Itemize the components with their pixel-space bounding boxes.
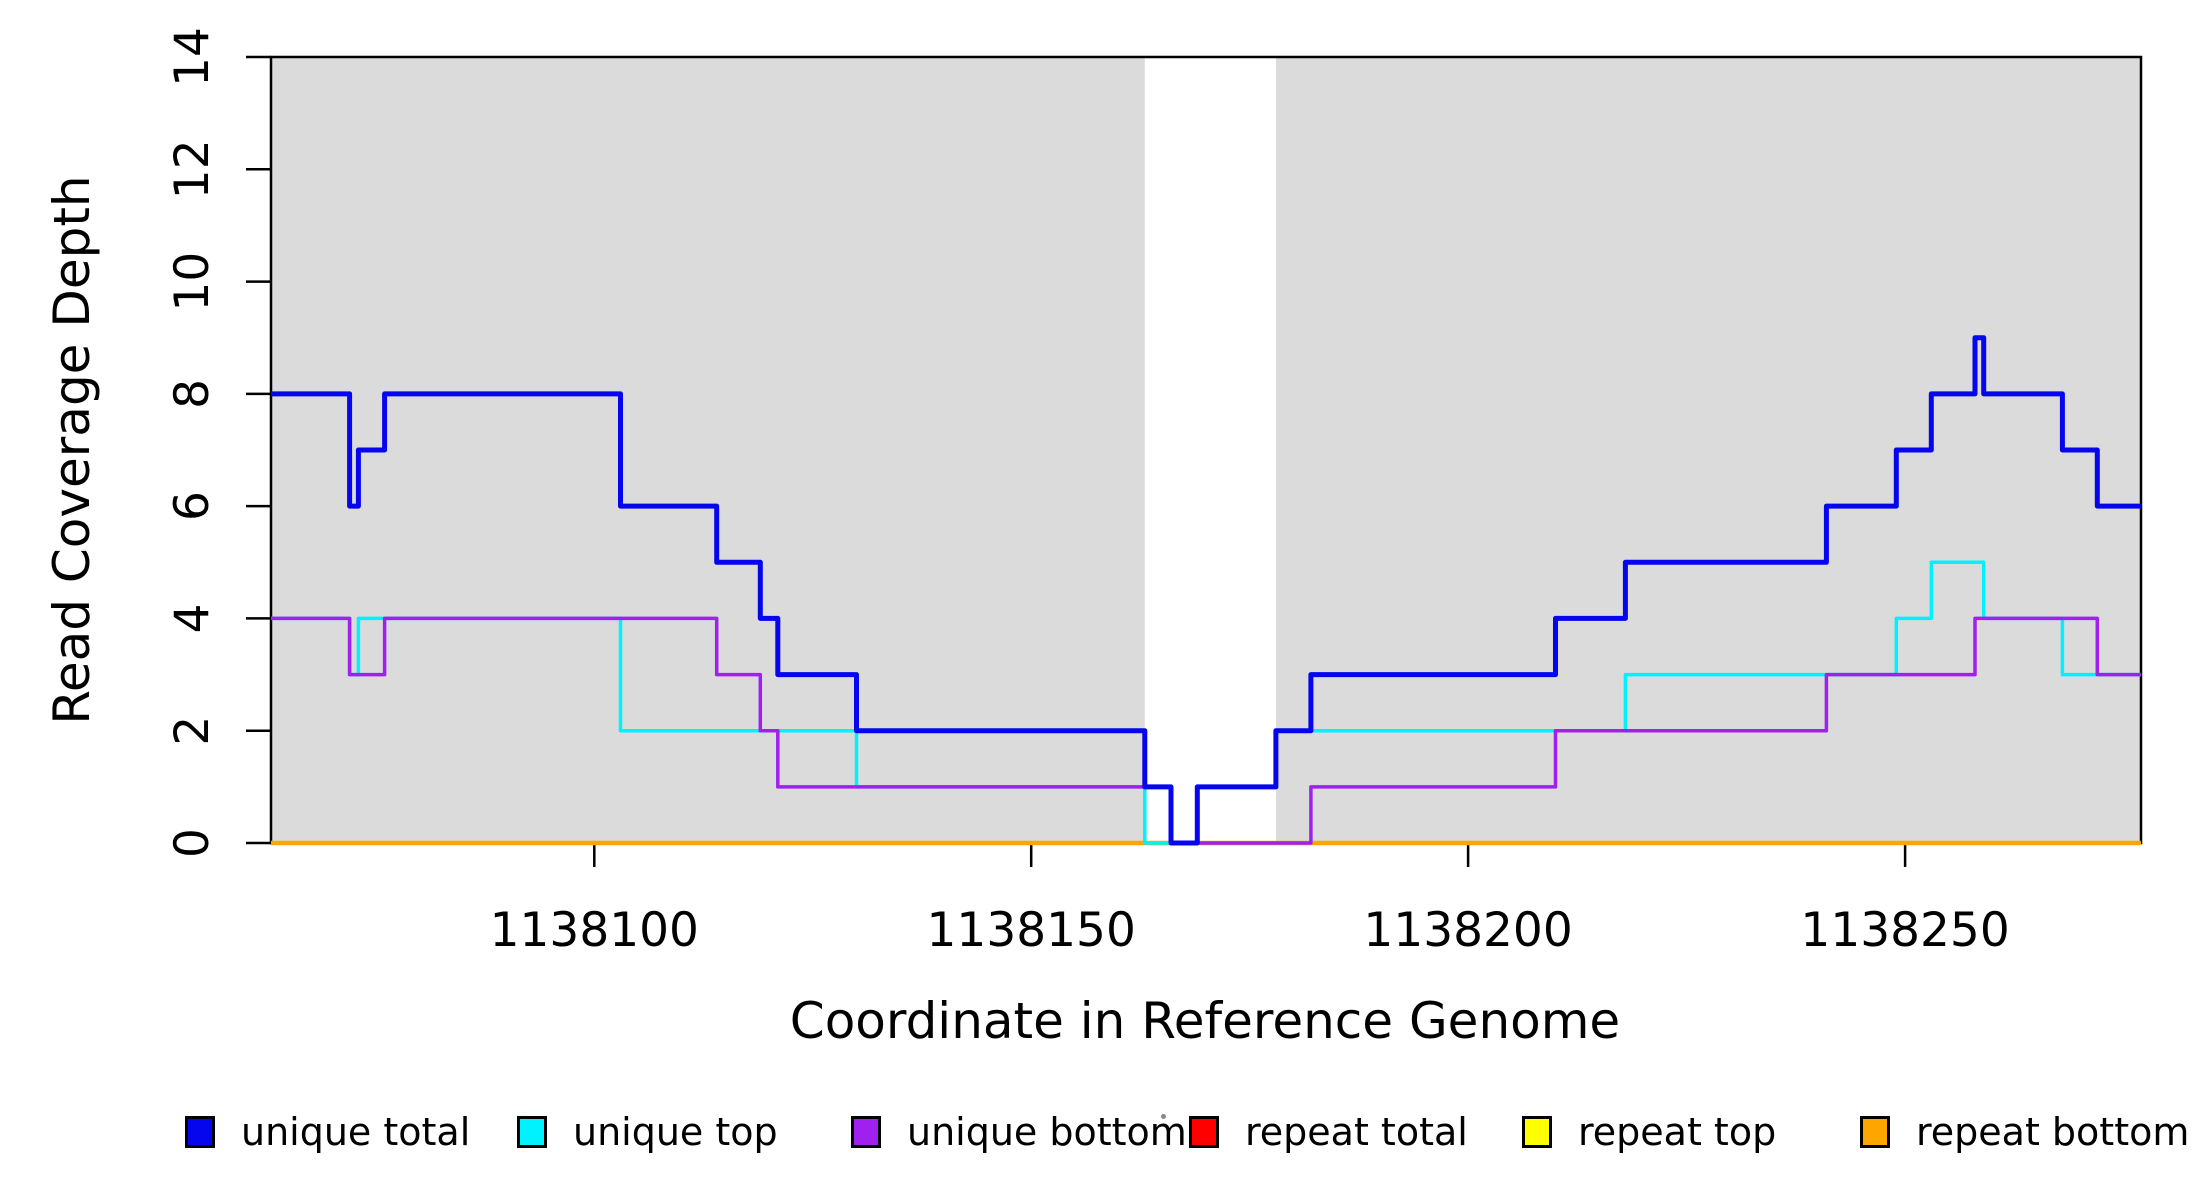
legend-label: unique bottom (907, 1110, 1187, 1154)
legend-item-repeat-total: repeat total (1189, 1106, 1468, 1158)
x-tick-label: 1138150 (927, 903, 1136, 958)
shaded-genome-region (1275, 57, 2141, 843)
legend-swatch-icon (1189, 1116, 1219, 1148)
y-tick-label: 12 (165, 139, 220, 199)
series-line-unique-total (271, 335, 2141, 846)
y-tick-label: 6 (165, 491, 220, 521)
x-axis-title: Coordinate in Reference Genome (789, 992, 1621, 1050)
legend-swatch-icon (1860, 1116, 1890, 1148)
y-tick-label: 10 (165, 252, 220, 312)
legend-label: unique top (573, 1110, 778, 1154)
y-tick-label: 8 (165, 379, 220, 409)
legend-item-repeat-bottom: repeat bottom (1860, 1106, 2189, 1158)
x-tick-label: 1138100 (490, 903, 699, 958)
legend-item-repeat-top: repeat top (1522, 1106, 1776, 1158)
legend-label: repeat total (1245, 1110, 1468, 1154)
y-tick-label: 14 (165, 27, 220, 87)
legend-swatch-icon (1522, 1116, 1552, 1148)
y-tick-label: 4 (165, 603, 220, 633)
legend-swatch-icon (851, 1116, 881, 1148)
legend-swatch-icon (517, 1116, 547, 1148)
legend-item-unique-total: unique total (185, 1106, 470, 1158)
y-tick-label: 0 (165, 828, 220, 858)
legend-item-unique-top: unique top (517, 1106, 778, 1158)
legend-label: repeat top (1578, 1110, 1777, 1154)
shaded-genome-region (271, 57, 1145, 843)
x-tick-label: 1138200 (1363, 903, 1572, 958)
legend-label: repeat bottom (1916, 1110, 2190, 1154)
y-tick-label: 2 (165, 716, 220, 746)
legend: unique total unique top unique bottom repea… (0, 1106, 2200, 1166)
legend-item-unique-bottom: unique bottom (851, 1106, 1187, 1158)
legend-label: unique total (241, 1110, 471, 1154)
legend-swatch-icon (185, 1116, 215, 1148)
artifact-dot (1161, 1114, 1166, 1119)
x-tick-label: 1138250 (1800, 903, 2009, 958)
y-axis-title: Read Coverage Depth (43, 175, 101, 725)
